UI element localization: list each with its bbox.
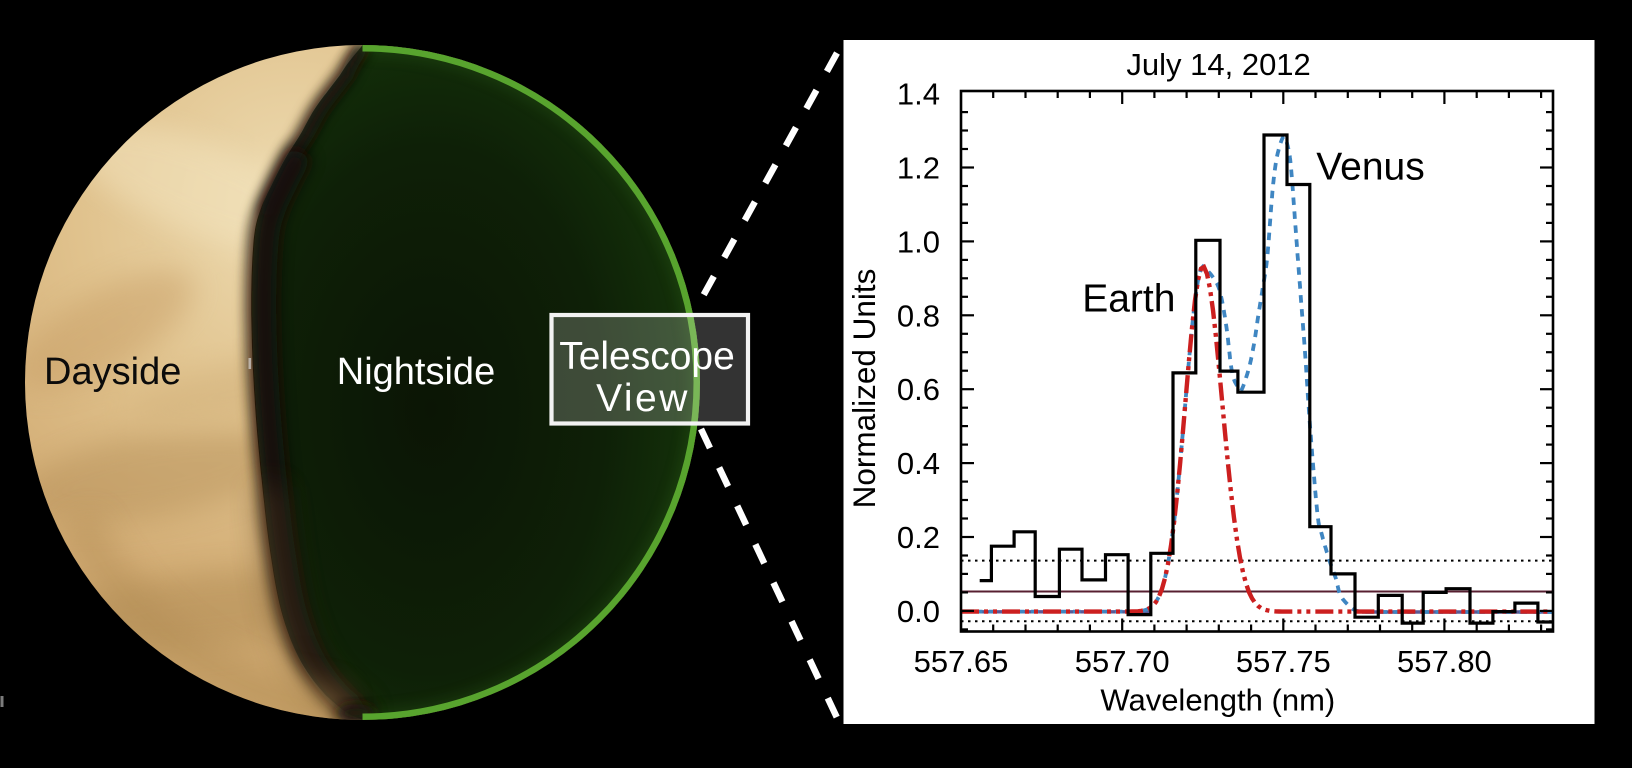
svg-text:557.70: 557.70 bbox=[1075, 644, 1170, 679]
svg-text:557.65: 557.65 bbox=[914, 644, 1009, 679]
svg-text:View: View bbox=[596, 377, 690, 420]
svg-text:Normalized Units: Normalized Units bbox=[846, 269, 882, 509]
svg-text:557.75: 557.75 bbox=[1236, 644, 1331, 679]
svg-text:Earth: Earth bbox=[1082, 278, 1175, 321]
svg-text:0.6: 0.6 bbox=[897, 372, 940, 407]
svg-text:Venus: Venus bbox=[1316, 146, 1424, 189]
svg-text:0.0: 0.0 bbox=[897, 594, 940, 629]
svg-text:Telescope: Telescope bbox=[559, 335, 735, 378]
svg-text:1.0: 1.0 bbox=[897, 224, 940, 259]
svg-text:1.4: 1.4 bbox=[897, 77, 940, 112]
svg-text:557.80: 557.80 bbox=[1397, 644, 1492, 679]
svg-text:Dayside: Dayside bbox=[44, 351, 181, 393]
svg-text:Wavelength (nm): Wavelength (nm) bbox=[1100, 683, 1335, 718]
svg-text:Nightside: Nightside bbox=[337, 351, 495, 393]
svg-text:1.2: 1.2 bbox=[897, 151, 940, 186]
svg-text:0.2: 0.2 bbox=[897, 520, 940, 555]
svg-text:July 14, 2012: July 14, 2012 bbox=[1126, 47, 1310, 82]
svg-text:0.8: 0.8 bbox=[897, 298, 940, 333]
svg-text:0.4: 0.4 bbox=[897, 446, 940, 481]
